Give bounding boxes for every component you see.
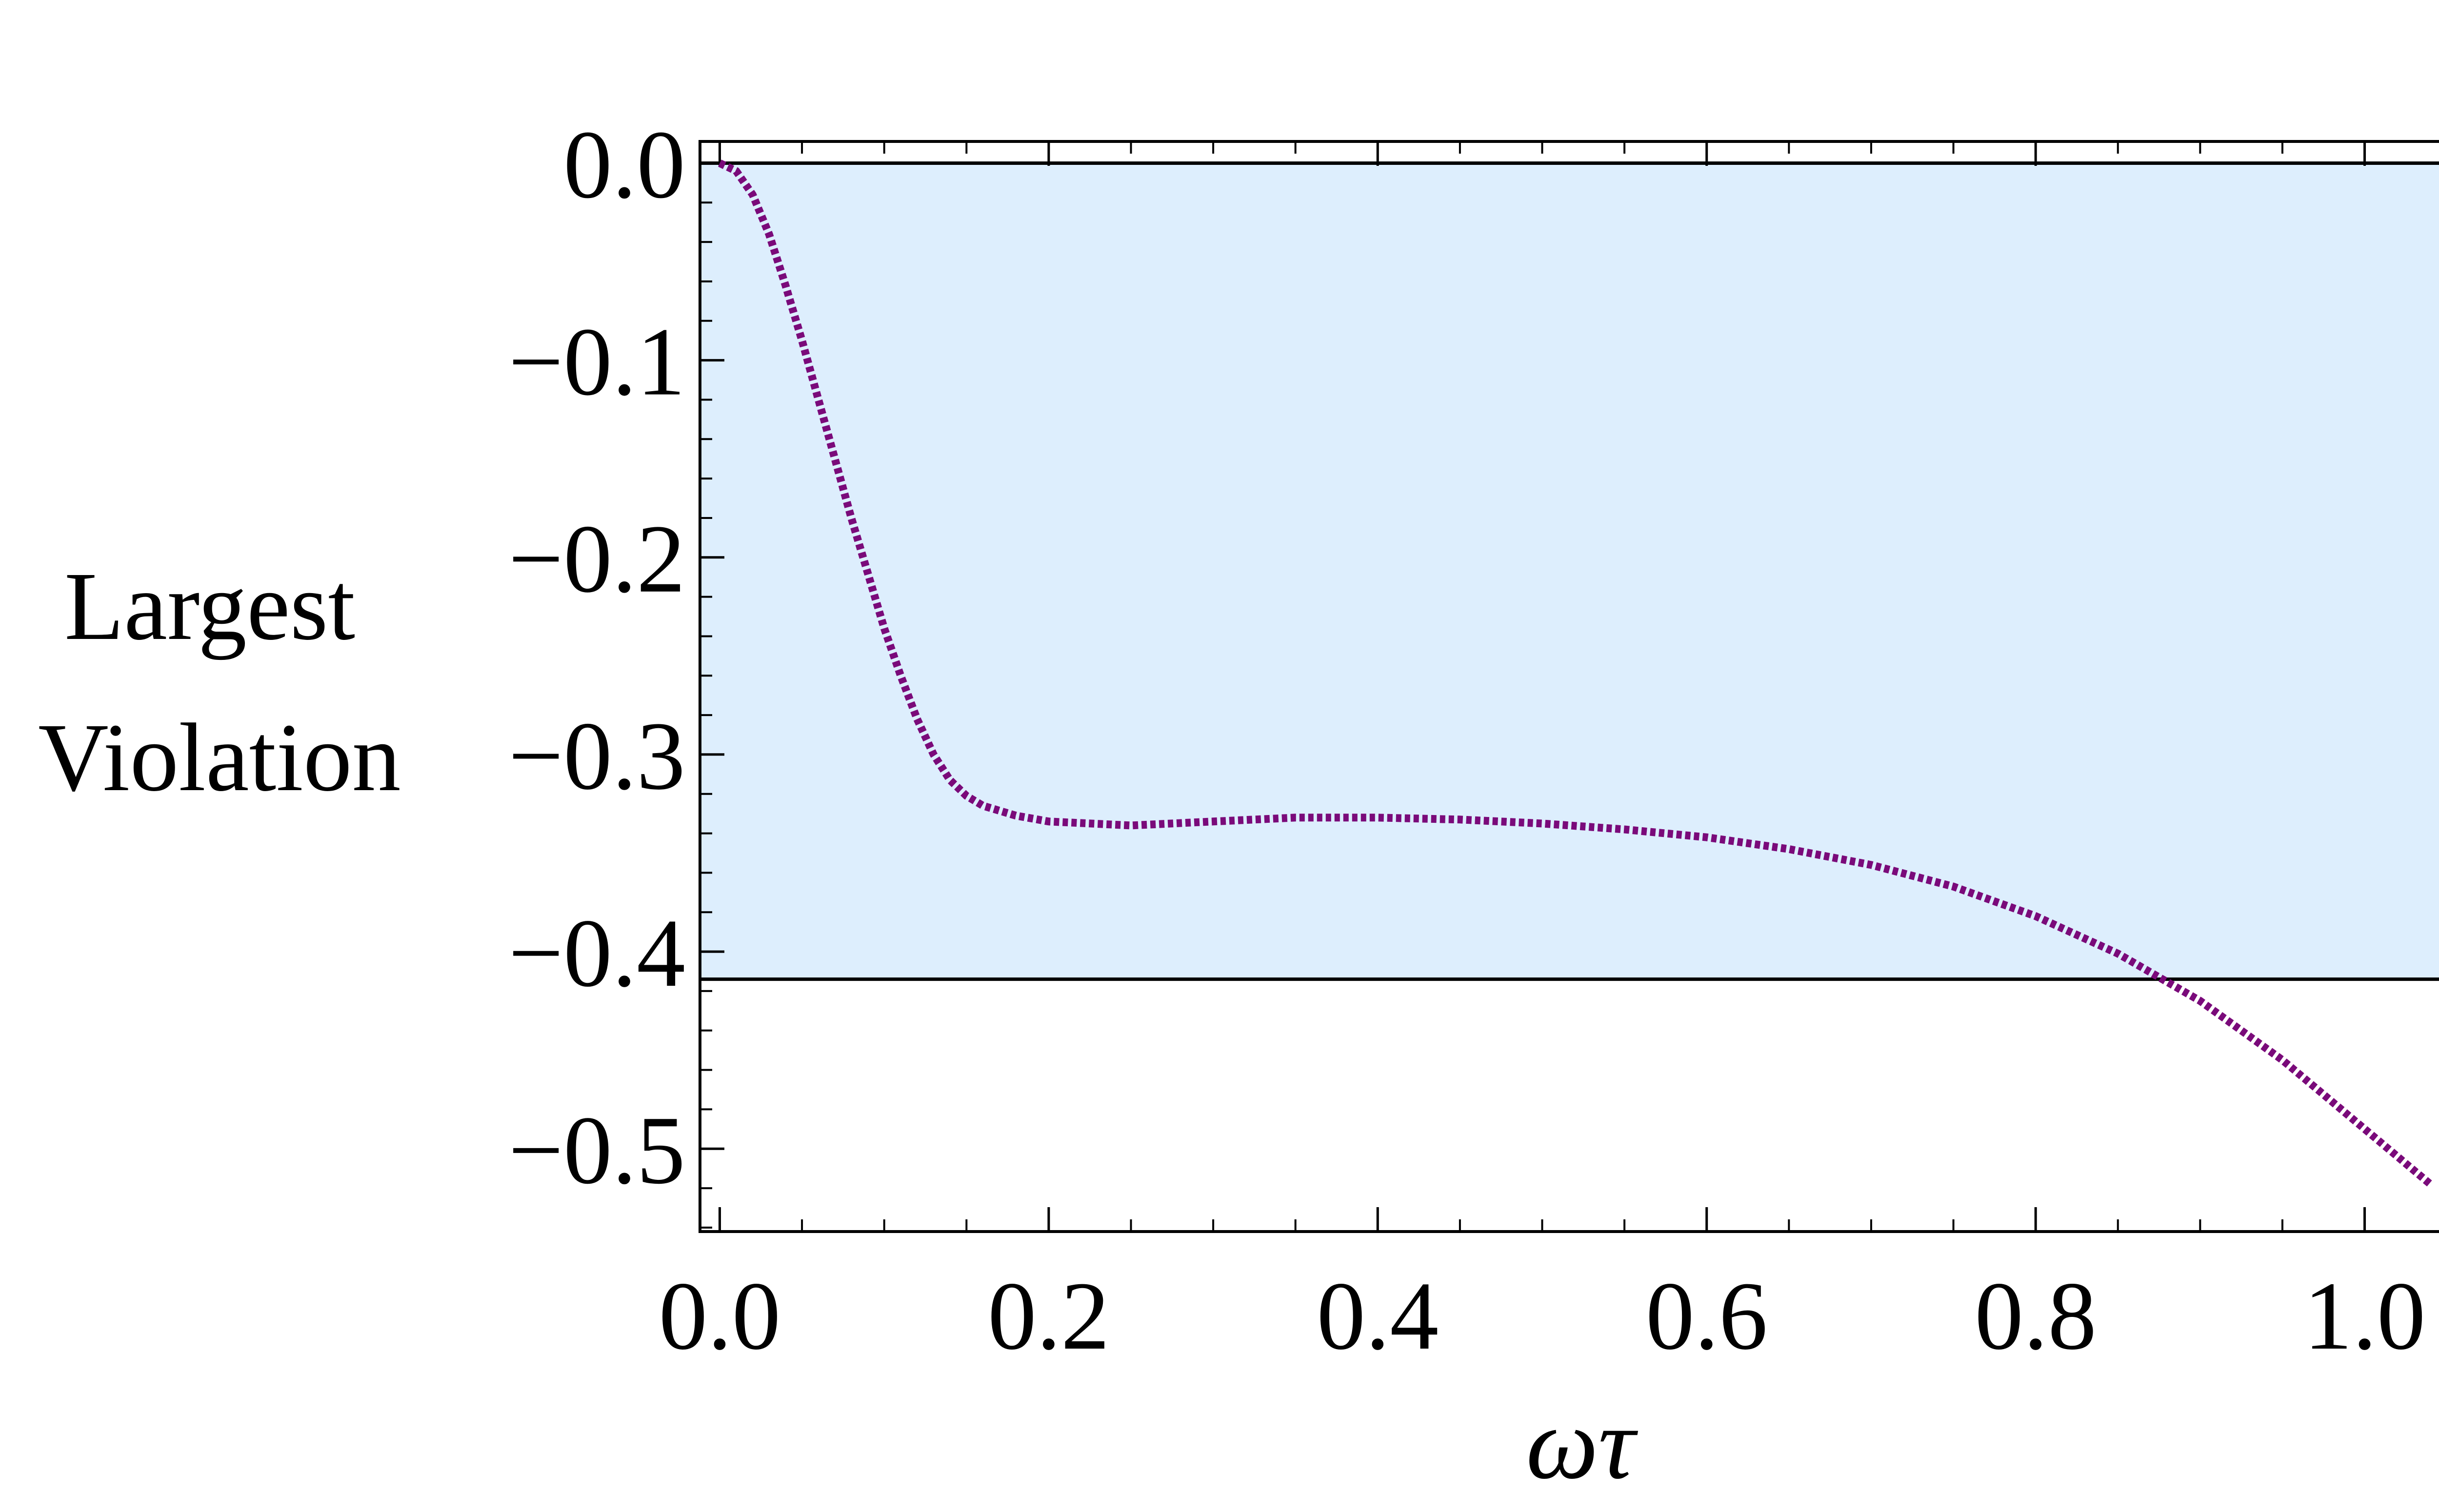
y-tick-label: −0.1 xyxy=(508,308,685,416)
y-tick-label: −0.5 xyxy=(508,1096,685,1204)
y-tick-label: −0.3 xyxy=(508,702,685,810)
y-axis-label-line-2: Violation xyxy=(38,704,400,812)
x-tick-label: 0.6 xyxy=(1646,1262,1768,1370)
x-tick-label: 0.2 xyxy=(988,1262,1110,1370)
plot-frame xyxy=(699,140,2439,1233)
y-axis-label-line-1: Largest xyxy=(64,553,355,660)
x-axis-label: ωτ xyxy=(1526,1387,1638,1500)
acceptable-region-band xyxy=(700,163,2439,979)
violation-curve xyxy=(718,159,2433,1188)
x-tick-label: 0.0 xyxy=(659,1262,780,1370)
x-tick-label: 0.4 xyxy=(1317,1262,1439,1370)
y-tick-label: −0.2 xyxy=(508,505,685,613)
x-tick-label: 1.0 xyxy=(2304,1262,2426,1370)
y-tick-label: −0.4 xyxy=(508,899,685,1007)
x-tick-label: 0.8 xyxy=(1975,1262,2097,1370)
y-tick-label: 0.0 xyxy=(563,111,685,219)
